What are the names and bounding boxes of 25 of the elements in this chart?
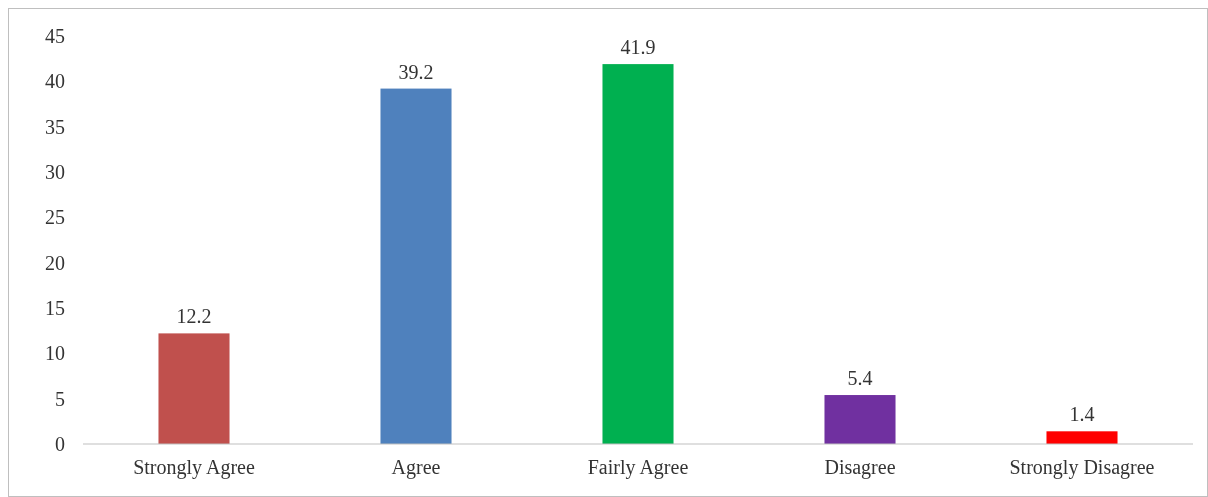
x-tick-label: Agree bbox=[391, 456, 441, 479]
data-label: 5.4 bbox=[847, 367, 873, 390]
bar bbox=[602, 64, 674, 444]
y-tick-label: 10 bbox=[45, 342, 65, 365]
y-tick-label: 20 bbox=[45, 251, 65, 274]
x-tick-label: Disagree bbox=[824, 456, 896, 479]
data-label: 39.2 bbox=[398, 60, 434, 83]
y-tick-label: 40 bbox=[45, 70, 65, 93]
bar bbox=[158, 333, 230, 444]
y-tick-label: 45 bbox=[45, 25, 65, 47]
bar bbox=[824, 395, 896, 444]
data-label: 41.9 bbox=[620, 36, 656, 59]
x-tick-label: Strongly Agree bbox=[133, 456, 255, 479]
y-tick-label: 15 bbox=[45, 297, 65, 319]
data-label: 1.4 bbox=[1069, 403, 1095, 426]
y-tick-label: 35 bbox=[45, 115, 65, 138]
y-tick-label: 25 bbox=[45, 206, 65, 229]
x-tick-label: Fairly Agree bbox=[587, 456, 689, 479]
y-tick-label: 30 bbox=[45, 161, 65, 183]
bar bbox=[1046, 431, 1118, 444]
data-label: 12.2 bbox=[176, 305, 212, 328]
x-tick-label: Strongly Disagree bbox=[1009, 456, 1155, 479]
y-tick-label: 0 bbox=[55, 433, 65, 455]
bar bbox=[380, 88, 452, 444]
y-tick-label: 5 bbox=[55, 387, 65, 410]
